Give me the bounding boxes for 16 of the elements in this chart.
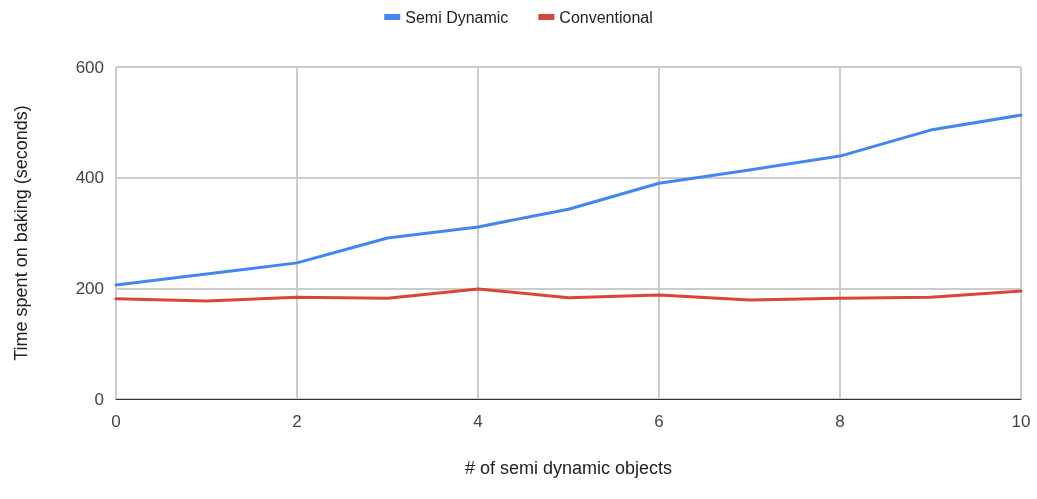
line-series xyxy=(114,113,1023,287)
x-tick-label: 10 xyxy=(1011,412,1031,431)
legend-label: Semi Dynamic xyxy=(405,8,509,26)
y-tick-label: 400 xyxy=(75,168,104,188)
y-tick-label: 600 xyxy=(75,57,104,77)
y-tick-label: 0 xyxy=(94,389,104,409)
legend-label: Conventional xyxy=(559,8,653,26)
y-axis-title: Time spent on baking (seconds) xyxy=(11,105,31,361)
x-tick-label: 0 xyxy=(111,412,121,431)
x-tick-label: 4 xyxy=(473,412,483,431)
x-axis-title: # of semi dynamic objects xyxy=(464,458,673,478)
x-tick-label: 8 xyxy=(835,412,845,431)
x-tick-label: 6 xyxy=(654,412,664,431)
line-series xyxy=(114,287,1023,303)
x-tick-label: 2 xyxy=(292,412,302,431)
y-tick-label: 200 xyxy=(75,278,104,298)
